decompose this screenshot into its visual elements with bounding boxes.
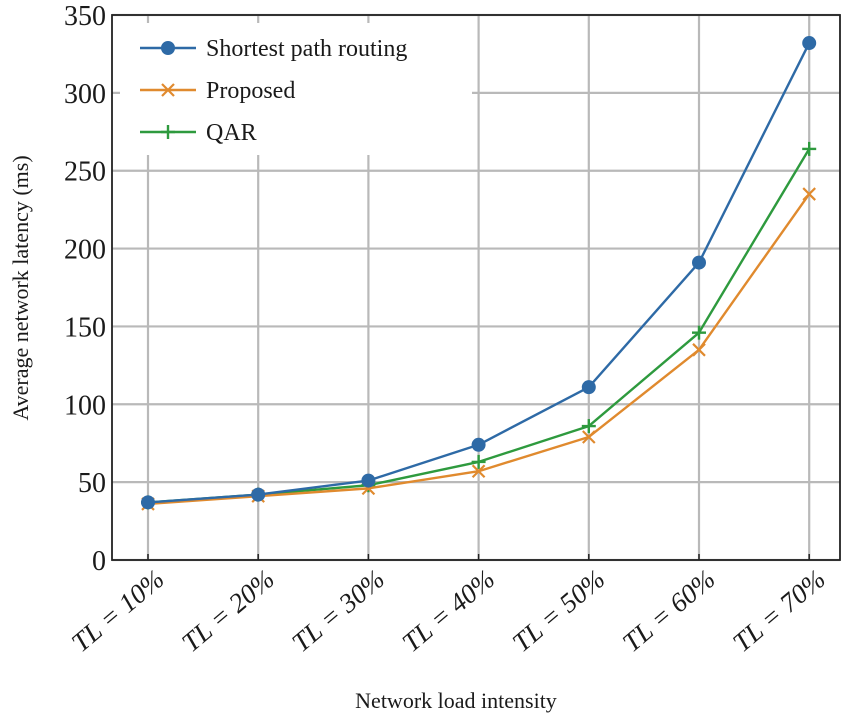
y-tick-label: 0 [92,546,106,577]
series-shortest-path-routing [141,36,817,510]
legend-entry: QAR [140,120,257,146]
data-point-proposed [582,430,596,444]
marker-stroke [161,83,175,97]
data-point-shortest-path-routing [141,495,155,510]
data-point-qar [581,419,596,434]
series-group [141,36,817,511]
data-point-shortest-path-routing [581,380,596,395]
data-point-qar [471,454,486,469]
data-point-proposed [471,464,486,479]
legend-entry: Proposed [140,78,295,104]
y-tick-label: 300 [64,79,106,110]
legend: Shortest path routing Proposed QAR [120,23,472,155]
legend-label: Proposed [206,78,295,104]
y-tick-label: 50 [78,468,106,499]
axes [111,14,841,561]
plot-frame [111,14,841,561]
data-point-proposed [802,187,816,201]
data-point-shortest-path-routing [802,36,817,51]
legend-entry: Shortest path routing [140,36,407,62]
legend-marker [161,83,175,97]
y-tick-label: 150 [64,312,106,343]
data-point-proposed [692,343,706,357]
y-tick-label: 100 [64,390,106,421]
data-point-shortest-path-routing [692,255,706,270]
data-point-qar [692,325,706,340]
marker-stroke [802,187,816,201]
data-point-shortest-path-routing [471,437,486,452]
marker-stroke [471,464,486,479]
y-axis-label: Average network latency (ms) [8,155,33,420]
data-point-shortest-path-routing [361,473,376,488]
y-tick-label: 250 [64,157,106,188]
y-tick-labels: 0 50 100 150 200 250 300 350 [64,1,106,577]
y-tick-label: 200 [64,235,106,266]
legend-label: QAR [206,120,257,146]
legend-marker [161,41,175,55]
marker-stroke [582,430,596,444]
marker-stroke [692,343,706,357]
legend-marker [161,125,175,139]
y-tick-label: 350 [64,1,106,32]
x-axis-label: Network load intensity [355,688,557,713]
legend-label: Shortest path routing [206,36,407,62]
data-point-shortest-path-routing [251,487,266,502]
data-point-qar [802,141,817,156]
